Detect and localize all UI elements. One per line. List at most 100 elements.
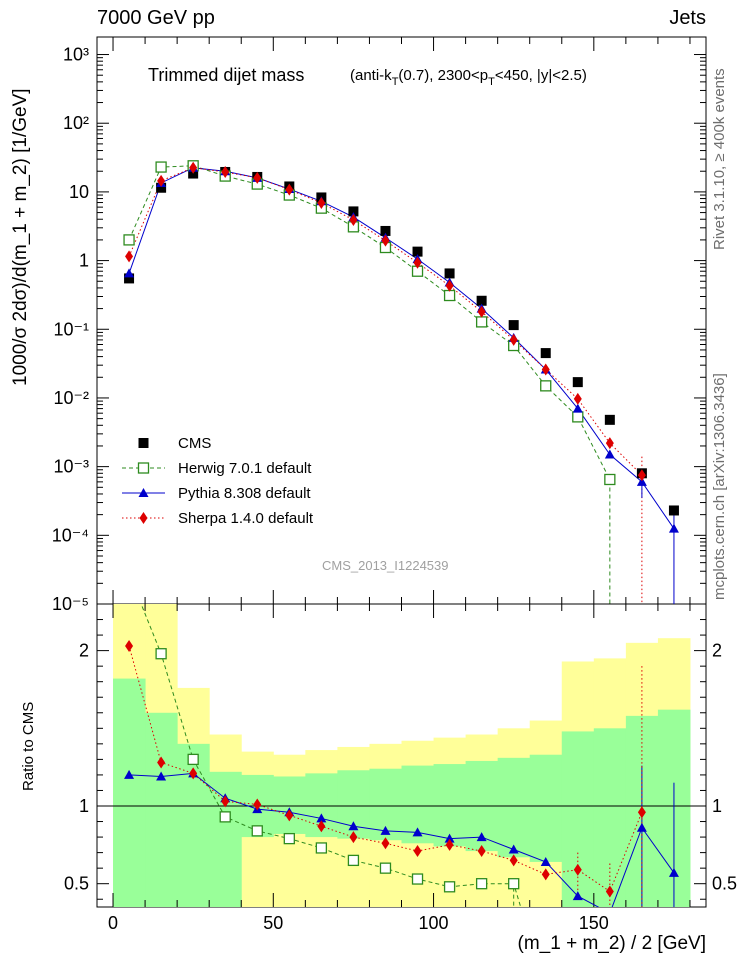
cms-point <box>156 182 167 193</box>
cms-point <box>124 273 135 284</box>
y-tick-label: 1 <box>79 251 89 271</box>
cms-point <box>540 348 551 359</box>
ratio-series-line <box>128 645 643 893</box>
cms-point <box>668 505 679 516</box>
sherpa-point <box>541 868 550 881</box>
band_inner-bin <box>529 754 563 862</box>
herwig-point <box>251 825 263 837</box>
pythia-point <box>540 856 551 866</box>
pythia-point <box>636 476 647 486</box>
sherpa-point <box>605 437 614 450</box>
sherpa-point <box>253 171 262 184</box>
ratio-y-tick-label: 2 <box>79 641 89 661</box>
herwig-point <box>187 753 199 766</box>
band_inner-bin <box>497 757 531 858</box>
sherpa-point <box>381 234 390 247</box>
header-right: Jets <box>669 7 706 29</box>
sherpa-point <box>317 196 326 209</box>
sherpa-point <box>317 820 326 833</box>
sherpa-point <box>637 469 646 482</box>
x-tick-label: 0 <box>108 913 118 933</box>
pythia-point <box>138 488 149 497</box>
band_inner-bin <box>593 728 627 907</box>
chart-title: Trimmed dijet mass <box>148 65 304 85</box>
pythia-point <box>444 833 455 843</box>
chart-subtitle: (anti-kT(0.7), 2300<pT<450, |y|<2.5) <box>350 67 587 88</box>
series-line <box>128 167 643 476</box>
sherpa-point <box>573 863 582 876</box>
axes: 10⁻⁵ 10⁻⁴ 10⁻³ 10⁻² 10⁻¹ 1 10 10² 10³ 0 50 100 150 0.… <box>52 37 737 933</box>
sherpa-point <box>541 363 550 376</box>
cms-point <box>444 268 455 279</box>
x-tick-label: 100 <box>419 913 449 933</box>
subtitle-part: (0.7), 2300<p <box>398 67 488 84</box>
watermark: CMS_2013_I1224539 <box>322 558 449 573</box>
ratio-y-tick-label-right: 1 <box>712 796 722 816</box>
subtitle-part: (anti-k <box>350 67 392 84</box>
sherpa-point <box>125 250 134 263</box>
subscript: T <box>488 76 495 88</box>
pythia-point <box>508 844 519 854</box>
ratio-series-line <box>129 772 675 907</box>
sherpa-point <box>445 838 454 851</box>
subtitle-part: <450, |y|<2.5) <box>495 67 587 84</box>
y-tick-label: 10³ <box>63 45 89 65</box>
sherpa-point <box>445 279 454 292</box>
pythia-point <box>124 769 135 779</box>
sherpa-point <box>221 165 230 178</box>
band_inner-bin <box>433 764 467 847</box>
cms-point <box>508 320 519 331</box>
sherpa-point <box>477 305 486 318</box>
sherpa-point <box>509 854 518 867</box>
herwig-point <box>540 380 552 392</box>
herwig-point <box>604 473 616 486</box>
sherpa-point <box>349 213 358 226</box>
ratio-y-tick-label: 1 <box>79 796 89 816</box>
cms-point <box>476 295 487 306</box>
herwig-point <box>508 878 520 890</box>
series-markers <box>123 160 679 901</box>
herwig-point <box>411 873 424 885</box>
band_inner-bin <box>145 712 178 907</box>
pythia-point <box>412 827 423 837</box>
x-tick-label: 150 <box>579 913 609 933</box>
ratio-y-tick-label-right: 0.5 <box>712 874 737 894</box>
herwig-point <box>475 878 488 890</box>
pythia-point <box>572 403 583 413</box>
herwig-point <box>443 289 456 302</box>
subscript: T <box>392 76 399 88</box>
uncertainty-bands <box>97 604 706 907</box>
y-tick-label: 10⁻⁵ <box>52 594 89 614</box>
legend-label: Herwig 7.0.1 default <box>178 460 312 477</box>
sherpa-point <box>509 333 518 346</box>
y-tick-label: 10⁻⁴ <box>52 525 89 545</box>
x-tick-label: 50 <box>263 913 283 933</box>
pythia-point <box>156 771 167 781</box>
herwig-point <box>572 411 584 423</box>
sherpa-point <box>139 512 148 524</box>
pythia-point <box>124 268 135 278</box>
herwig-point <box>443 881 456 893</box>
sherpa-point <box>285 183 294 196</box>
band_inner-bin <box>209 771 242 907</box>
pythia-point <box>476 832 487 842</box>
herwig-point <box>315 842 328 854</box>
sherpa-point <box>413 845 422 858</box>
pythia-point <box>380 825 391 835</box>
sherpa-point <box>189 767 198 780</box>
sherpa-point <box>285 809 294 822</box>
herwig-point <box>379 862 392 874</box>
ratio-series-line <box>140 604 522 907</box>
cms-point <box>604 414 615 425</box>
legend-label: Pythia 8.308 default <box>178 485 311 502</box>
legend: CMS Herwig 7.0.1 default Pythia 8.308 defa… <box>122 435 314 527</box>
herwig-point <box>155 161 167 173</box>
pythia-point <box>668 523 679 533</box>
cms-point <box>412 246 423 257</box>
pythia-point <box>348 821 359 831</box>
pythia-point <box>604 449 615 459</box>
y-tick-label: 10² <box>63 113 89 133</box>
herwig-point <box>347 854 360 867</box>
sherpa-point <box>157 174 166 187</box>
sherpa-point <box>349 831 358 844</box>
